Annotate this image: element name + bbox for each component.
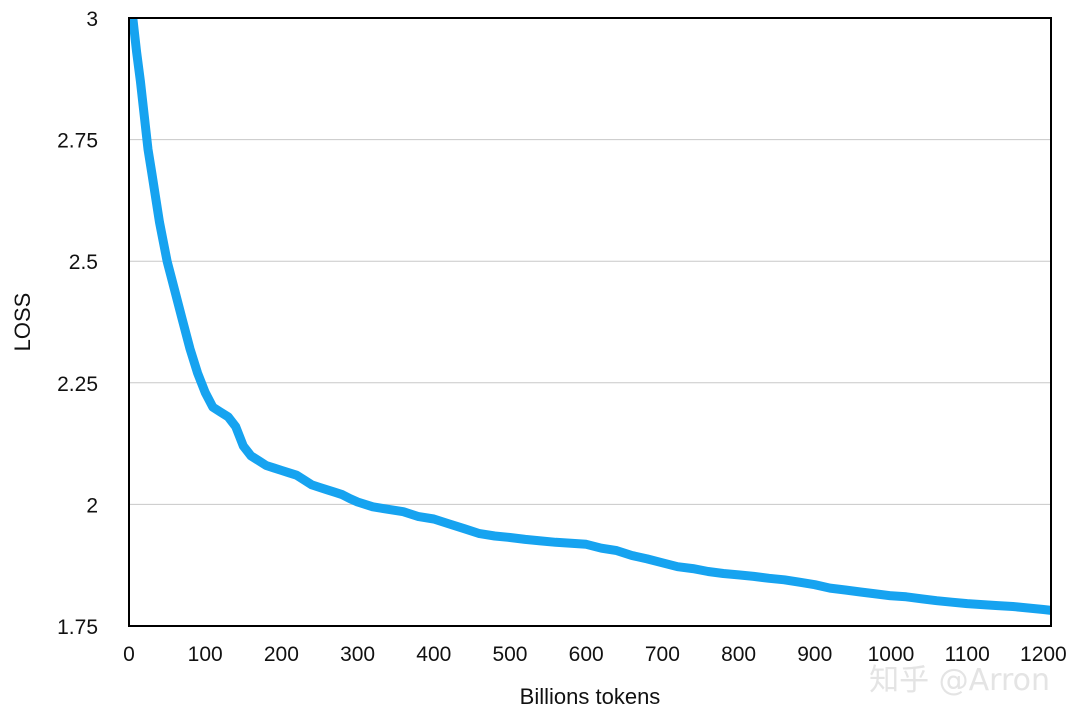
y-tick-label: 2.5 <box>69 251 98 274</box>
y-tick-label: 2.75 <box>57 130 98 153</box>
x-tick-label: 1200 <box>1020 643 1067 666</box>
plot-frame <box>128 17 1052 627</box>
loss-series <box>128 17 1052 615</box>
x-tick-label: 1100 <box>945 643 990 666</box>
y-axis-ticks: 1.75 2 2.25 2.5 2.75 3 <box>57 8 98 639</box>
grid-lines <box>129 139 1051 505</box>
x-tick-label: 700 <box>645 643 680 666</box>
x-tick-label: 200 <box>264 643 299 666</box>
loss-line <box>128 17 1052 615</box>
x-tick-label: 100 <box>188 643 223 666</box>
x-tick-label: 500 <box>492 643 527 666</box>
y-tick-label: 1.75 <box>57 616 98 639</box>
x-axis-title: Billions tokens <box>520 684 661 709</box>
x-tick-label: 0 <box>123 643 135 666</box>
x-tick-label: 300 <box>340 643 375 666</box>
x-tick-label: 1000 <box>868 643 915 666</box>
x-tick-label: 400 <box>416 643 451 666</box>
x-tick-label: 900 <box>797 643 832 666</box>
y-tick-label: 2.25 <box>57 373 98 396</box>
x-axis-ticks: 0 100 200 300 400 500 600 700 800 900 1000 1100 1200 <box>123 643 1067 666</box>
y-tick-label: 2 <box>86 494 98 517</box>
watermark-text: 知乎 @Arron <box>869 663 1050 698</box>
x-tick-label: 800 <box>721 643 756 666</box>
x-tick-label: 600 <box>569 643 604 666</box>
y-tick-label: 3 <box>86 8 98 31</box>
y-axis-title: LOSS <box>10 293 35 352</box>
